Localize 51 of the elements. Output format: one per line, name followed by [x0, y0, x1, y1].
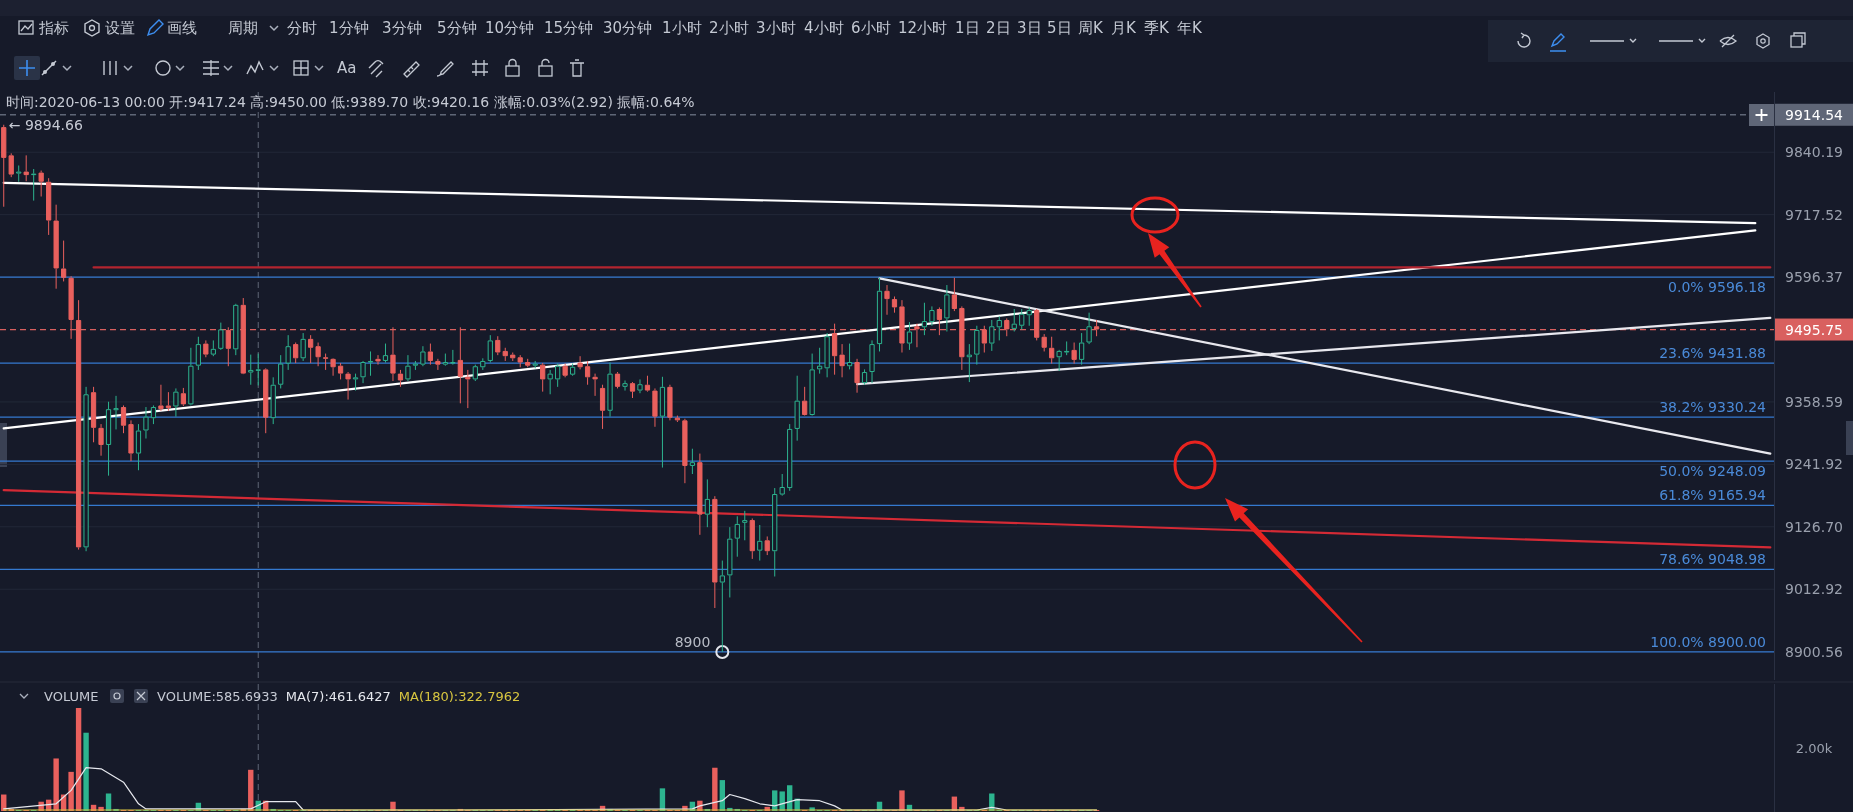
text: 5日: [1047, 19, 1072, 37]
text: 12小时: [898, 19, 948, 37]
text: 指标: [38, 19, 69, 37]
text: 1日: [955, 19, 980, 37]
text: MA(180):322.7962: [398, 688, 521, 704]
text: 分时: [287, 19, 317, 37]
chart-subtitle: 时间:2020-06-13 00:00 开:9417.24 高:9450.00 低:9389.70 收:9420.16 涨幅:0.03%(2.92) 振幅:0.64%: [6, 94, 695, 110]
ref-line-label: 38.2% 9330.24: [1659, 399, 1767, 416]
ref-line-label: 9914.54: [1785, 106, 1844, 123]
y-tick-label: 9596.37: [1785, 269, 1843, 286]
text: 设置: [105, 19, 135, 37]
text: 3日: [1017, 19, 1042, 37]
annotation: ← 9894.66: [8, 116, 83, 133]
text: 2日: [986, 19, 1011, 37]
text: 1分钟: [329, 19, 369, 37]
text: MA(7):461.6427: [285, 688, 391, 704]
text: 6小时: [851, 19, 891, 37]
text: 5分钟: [437, 19, 477, 37]
text: 4小时: [804, 19, 844, 37]
ref-line-label: 61.8% 9165.94: [1659, 487, 1767, 504]
y-tick-label: 9126.70: [1785, 518, 1843, 535]
y-tick-label: 9840.19: [1785, 144, 1843, 161]
text: 周期: [228, 19, 258, 37]
y-tick-label: 9358.59: [1785, 393, 1843, 410]
text: VOLUME:585.6933: [157, 688, 278, 704]
ref-line-label: 9495.75: [1785, 321, 1843, 338]
text: 画线: [167, 19, 197, 37]
y-tick-label: 9241.92: [1785, 456, 1843, 473]
text: Aa: [337, 59, 357, 77]
text: 季K: [1144, 19, 1170, 37]
ref-line-label: 0.0% 9596.18: [1668, 279, 1766, 296]
text: 1小时: [662, 19, 702, 37]
chart-title: VOLUME: [44, 688, 99, 704]
y-tick-label: 8900.56: [1785, 643, 1844, 660]
ref-line-label: 50.0% 9248.09: [1659, 463, 1766, 480]
text: 2小时: [709, 19, 749, 37]
text: 3分钟: [382, 19, 422, 37]
y-tick-label: 9012.92: [1785, 581, 1843, 598]
text: 3小时: [756, 19, 796, 37]
text: 15分钟: [544, 19, 594, 37]
text: 月K: [1111, 19, 1137, 37]
annotation: 8900: [674, 633, 711, 650]
ref-line-label: 23.6% 9431.88: [1659, 345, 1766, 362]
ref-line-label: 78.6% 9048.98: [1659, 551, 1766, 568]
y-tick-label: 9717.52: [1785, 206, 1843, 223]
text: 年K: [1177, 19, 1203, 37]
ref-line-label: 100.0% 8900.00: [1650, 633, 1766, 650]
text: 周K: [1078, 19, 1104, 37]
text: 2.00k: [1795, 740, 1833, 756]
text: 10分钟: [485, 19, 535, 37]
text: 30分钟: [603, 19, 653, 37]
